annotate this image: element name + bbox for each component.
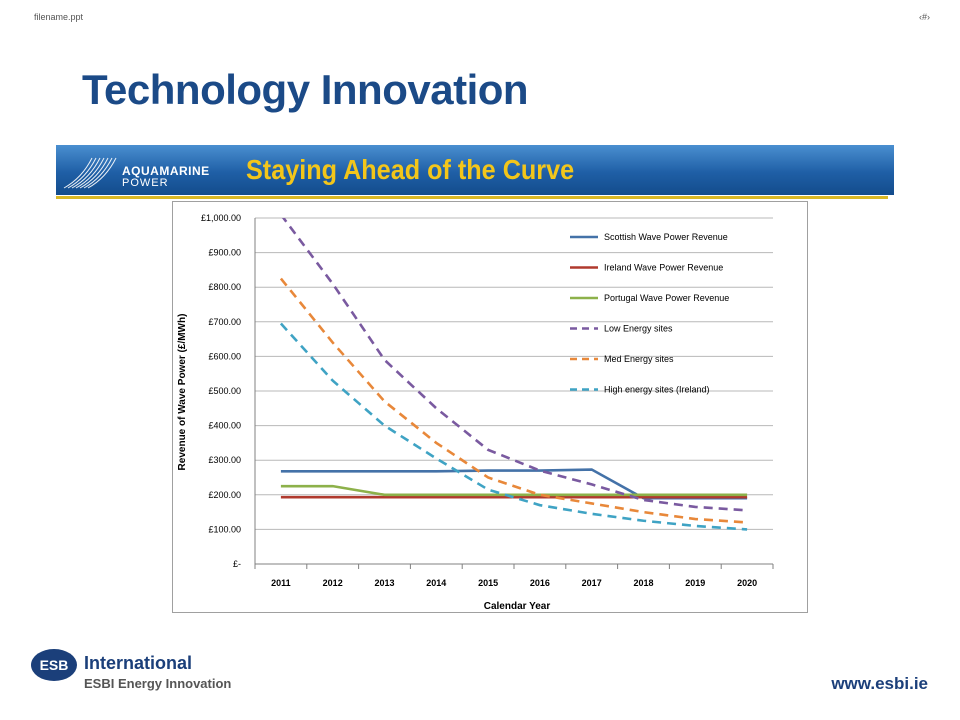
series-line-high-energy-sites-ireland bbox=[279, 322, 748, 531]
legend-entry: Ireland Wave Power Revenue bbox=[604, 263, 723, 273]
x-tick-label: 2019 bbox=[685, 578, 705, 588]
aquamarine-banner: AQUAMARINE POWER Staying Ahead of the Cu… bbox=[56, 145, 894, 195]
x-tick-label: 2015 bbox=[478, 578, 498, 588]
y-tick-label: £600.00 bbox=[208, 351, 241, 361]
banner-tagline: Staying Ahead of the Curve bbox=[246, 154, 575, 185]
x-tick-label: 2020 bbox=[737, 578, 757, 588]
slide-number: ‹#› bbox=[919, 12, 930, 22]
esb-logo-text: ESB bbox=[40, 657, 69, 673]
file-name: filename.ppt bbox=[34, 12, 84, 22]
x-tick-label: 2016 bbox=[530, 578, 550, 588]
y-axis-label: Revenue of Wave Power (£/MWh) bbox=[177, 314, 188, 471]
x-axis-label: Calendar Year bbox=[484, 601, 551, 612]
footer-org: International bbox=[84, 653, 193, 673]
y-tick-label: £300.00 bbox=[208, 455, 241, 465]
y-tick-label: £- bbox=[233, 559, 241, 569]
y-tick-label: £100.00 bbox=[208, 524, 241, 534]
y-tick-label: £400.00 bbox=[208, 421, 241, 431]
revenue-line-chart: £- £100.00 £200.00 £300.00 £400.00 £500.00 £60… bbox=[177, 213, 774, 612]
chart-frame: £- £100.00 £200.00 £300.00 £400.00 £500.00 £60… bbox=[172, 201, 808, 613]
footer-website-link[interactable]: www.esbi.ie bbox=[831, 674, 928, 693]
x-tick-label: 2013 bbox=[374, 578, 394, 588]
y-tick-label: £1,000.00 bbox=[201, 213, 241, 223]
y-tick-label: £800.00 bbox=[208, 282, 241, 292]
legend-entry: High energy sites (Ireland) bbox=[604, 385, 710, 395]
x-tick-label: 2011 bbox=[271, 578, 291, 588]
series-line-portugal-wave-power-revenue bbox=[280, 484, 748, 497]
aquamarine-wave-logo-icon bbox=[63, 157, 117, 189]
y-tick-label: £500.00 bbox=[208, 386, 241, 396]
banner-divider bbox=[56, 196, 888, 199]
legend-entry: Low Energy sites bbox=[604, 324, 673, 334]
y-tick-label: £700.00 bbox=[208, 317, 241, 327]
legend-entry: Scottish Wave Power Revenue bbox=[604, 232, 728, 242]
x-tick-label: 2012 bbox=[323, 578, 343, 588]
x-tick-label: 2017 bbox=[582, 578, 602, 588]
x-tick-label: 2014 bbox=[426, 578, 446, 588]
brand-subname: POWER bbox=[122, 177, 169, 189]
legend-entry: Portugal Wave Power Revenue bbox=[604, 293, 729, 303]
y-tick-label: £900.00 bbox=[208, 248, 241, 258]
slide-title: Technology Innovation bbox=[82, 66, 529, 113]
series-line-med-energy-sites bbox=[279, 277, 748, 524]
x-tick-label: 2018 bbox=[633, 578, 653, 588]
y-tick-label: £200.00 bbox=[208, 490, 241, 500]
esb-logo-icon: ESB bbox=[31, 649, 77, 681]
legend-entry: Med Energy sites bbox=[604, 354, 674, 364]
footer-subtitle: ESBI Energy Innovation bbox=[84, 676, 232, 691]
brand-name: AQUAMARINE bbox=[122, 164, 210, 178]
